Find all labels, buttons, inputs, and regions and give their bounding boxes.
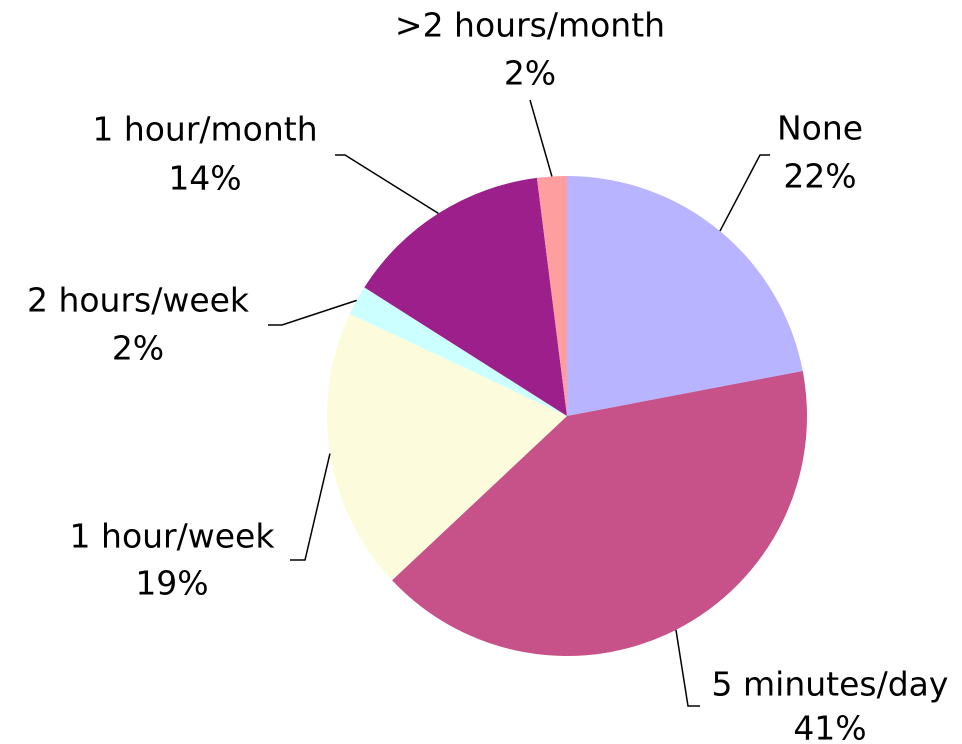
pie-slice bbox=[536, 176, 567, 416]
slice-value-label: 41% bbox=[793, 709, 866, 744]
leader-line bbox=[675, 629, 700, 707]
slice-label: 5 minutes/day bbox=[712, 665, 949, 704]
leader-line bbox=[529, 99, 553, 177]
slice-value-label: 14% bbox=[168, 159, 241, 198]
pie-slice bbox=[327, 313, 567, 581]
slice-label: 1 hour/month bbox=[92, 110, 317, 149]
pie-slice bbox=[392, 371, 808, 657]
leader-line bbox=[719, 154, 770, 232]
slice-value-label: 2% bbox=[504, 54, 556, 93]
slice-value-label: 22% bbox=[783, 157, 856, 196]
slice-label: >2 hours/month bbox=[395, 6, 665, 45]
leader-line bbox=[268, 299, 357, 326]
pie-slice bbox=[567, 176, 803, 416]
pie-slice bbox=[364, 177, 567, 416]
slice-value-label: 19% bbox=[135, 564, 208, 603]
slice-label: 2 hours/week bbox=[27, 281, 250, 320]
slice-value-label: 2% bbox=[112, 329, 164, 368]
leader-line bbox=[335, 154, 439, 214]
slice-label: 1 hour/week bbox=[70, 517, 276, 556]
pie-slice bbox=[349, 287, 567, 416]
leader-line bbox=[290, 453, 331, 561]
slice-label: None bbox=[777, 109, 863, 148]
